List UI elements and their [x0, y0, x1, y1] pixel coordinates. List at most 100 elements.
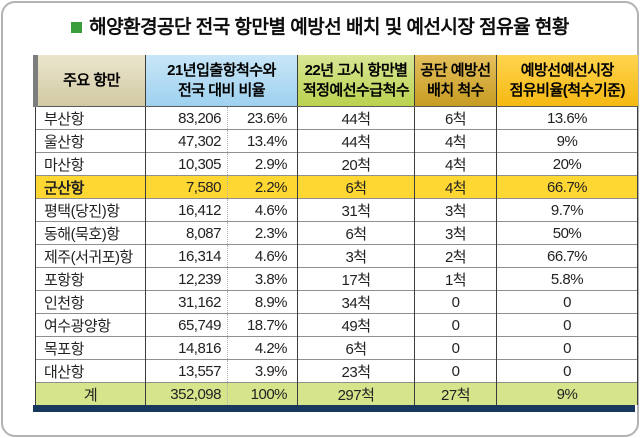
ratio-cell: 18.7% — [226, 313, 298, 337]
share-cell: 0 — [496, 313, 639, 337]
count-cell: 13,557 — [145, 359, 228, 383]
deployed-cell: 1척 — [414, 267, 497, 291]
port-name-cell: 인천항 — [35, 290, 146, 314]
ratio-cell: 4.6% — [226, 244, 298, 268]
share-cell: 9% — [496, 129, 639, 153]
share-cell: 5.8% — [496, 267, 639, 291]
table-row: 여수광양항 65,749 18.7% 49척 0 0 — [35, 313, 639, 337]
port-name-cell: 마산항 — [35, 152, 146, 176]
header-share: 예방선예선시장 점유비율(척수기준) — [496, 55, 638, 107]
total-ratio-cell: 100% — [226, 382, 298, 405]
header-traffic-line2: 전국 대비 비율 — [177, 81, 266, 99]
table-header: 주요 항만 21년입출항척수와 전국 대비 비율 22년 고시 항만별 적정예선… — [33, 55, 638, 107]
total-row: 계 352,098 100% 297척 27척 9% — [35, 382, 639, 405]
count-cell: 10,305 — [145, 152, 228, 176]
header-deployed-line2: 배치 척수 — [427, 81, 484, 99]
appropriate-cell: 34척 — [297, 290, 415, 314]
appropriate-cell: 20척 — [297, 152, 415, 176]
port-name-cell: 군산항 — [35, 175, 146, 199]
share-cell: 0 — [496, 359, 639, 383]
ratio-cell: 2.9% — [226, 152, 298, 176]
appropriate-cell: 6척 — [297, 175, 415, 199]
deployed-cell: 3척 — [414, 221, 497, 245]
ratio-cell: 23.6% — [226, 106, 298, 130]
port-name-cell: 목포항 — [35, 336, 146, 360]
count-cell: 7,580 — [145, 175, 228, 199]
appropriate-cell: 31척 — [297, 198, 415, 222]
port-name-cell: 대산항 — [35, 359, 146, 383]
count-cell: 31,162 — [145, 290, 228, 314]
table-row: 포항항 12,239 3.8% 17척 1척 5.8% — [35, 267, 639, 291]
port-name-cell: 동해(묵호)항 — [35, 221, 146, 245]
table-row: 울산항 47,302 13.4% 44척 4척 9% — [35, 129, 639, 153]
table-container: 주요 항만 21년입출항척수와 전국 대비 비율 22년 고시 항만별 적정예선… — [33, 55, 639, 412]
count-cell: 83,206 — [145, 106, 228, 130]
deployed-cell: 4척 — [414, 129, 497, 153]
header-traffic-line1: 21년입출항척수와 — [167, 62, 276, 79]
count-cell: 65,749 — [145, 313, 228, 337]
port-name-cell: 여수광양항 — [35, 313, 146, 337]
total-count-cell: 352,098 — [145, 382, 228, 405]
header-appropriate-line2: 적정예선수급척수 — [302, 81, 410, 99]
header-deployed: 공단 예방선 배치 척수 — [414, 55, 497, 107]
count-cell: 47,302 — [145, 129, 228, 153]
bottom-accent-bar — [33, 405, 635, 412]
table-row: 목포항 14,816 4.2% 6척 0 0 — [35, 336, 639, 360]
share-cell: 50% — [496, 221, 639, 245]
table-row: 마산항 10,305 2.9% 20척 4척 20% — [35, 152, 639, 176]
table-row: 평택(당진)항 16,412 4.6% 31척 3척 9.7% — [35, 198, 639, 222]
appropriate-cell: 44척 — [297, 129, 415, 153]
count-cell: 8,087 — [145, 221, 228, 245]
deployed-cell: 0 — [414, 313, 497, 337]
share-cell: 0 — [496, 290, 639, 314]
header-port: 주요 항만 — [33, 55, 146, 107]
table-row: 동해(묵호)항 8,087 2.3% 6척 3척 50% — [35, 221, 639, 245]
ratio-cell: 2.3% — [226, 221, 298, 245]
deployed-cell: 0 — [414, 336, 497, 360]
table-row: 부산항 83,206 23.6% 44척 6척 13.6% — [35, 106, 639, 130]
port-name-cell: 제주(서귀포)항 — [35, 244, 146, 268]
appropriate-cell: 23척 — [297, 359, 415, 383]
header-share-line1: 예방선예선시장 — [520, 62, 615, 79]
table-row: 인천항 31,162 8.9% 34척 0 0 — [35, 290, 639, 314]
appropriate-cell: 49척 — [297, 313, 415, 337]
appropriate-cell: 6척 — [297, 336, 415, 360]
title-text: 해양환경공단 전국 항만별 예방선 배치 및 예선시장 점유율 현황 — [89, 17, 569, 38]
port-name-cell: 평택(당진)항 — [35, 198, 146, 222]
share-cell: 20% — [496, 152, 639, 176]
ratio-cell: 4.2% — [226, 336, 298, 360]
deployed-cell: 4척 — [414, 152, 497, 176]
share-cell: 13.6% — [496, 106, 639, 130]
appropriate-cell: 17척 — [297, 267, 415, 291]
header-share-line2: 점유비율(척수기준) — [509, 81, 626, 99]
total-share-cell: 9% — [496, 382, 639, 405]
deployed-cell: 2척 — [414, 244, 497, 268]
port-name-cell: 부산항 — [35, 106, 146, 130]
ratio-cell: 3.9% — [226, 359, 298, 383]
header-traffic: 21년입출항척수와 전국 대비 비율 — [144, 55, 298, 107]
share-cell: 0 — [496, 336, 639, 360]
header-appropriate: 22년 고시 항만별 적정예선수급척수 — [297, 55, 415, 107]
port-tugboat-table: 주요 항만 21년입출항척수와 전국 대비 비율 22년 고시 항만별 적정예선… — [33, 55, 639, 405]
ratio-cell: 3.8% — [226, 267, 298, 291]
share-cell: 66.7% — [496, 244, 639, 268]
port-name-cell: 울산항 — [35, 129, 146, 153]
total-label-cell: 계 — [35, 382, 146, 405]
page-title: 해양환경공단 전국 항만별 예방선 배치 및 예선시장 점유율 현황 — [0, 12, 640, 39]
deployed-cell: 4척 — [414, 175, 497, 199]
header-deployed-line1: 공단 예방선 — [420, 62, 491, 79]
table-row-highlighted: 군산항 7,580 2.2% 6척 4척 66.7% — [35, 175, 639, 199]
count-cell: 16,314 — [145, 244, 228, 268]
table-row: 대산항 13,557 3.9% 23척 0 0 — [35, 359, 639, 383]
header-port-label: 주요 항만 — [63, 71, 120, 89]
table-body: 부산항 83,206 23.6% 44척 6척 13.6% 울산항 47,302… — [35, 106, 639, 405]
count-cell: 14,816 — [145, 336, 228, 360]
table-row: 제주(서귀포)항 16,314 4.6% 3척 2척 66.7% — [35, 244, 639, 268]
appropriate-cell: 44척 — [297, 106, 415, 130]
ratio-cell: 4.6% — [226, 198, 298, 222]
share-cell: 66.7% — [496, 175, 639, 199]
total-deployed-cell: 27척 — [414, 382, 497, 405]
appropriate-cell: 6척 — [297, 221, 415, 245]
title-bullet-icon — [71, 22, 83, 33]
ratio-cell: 8.9% — [226, 290, 298, 314]
